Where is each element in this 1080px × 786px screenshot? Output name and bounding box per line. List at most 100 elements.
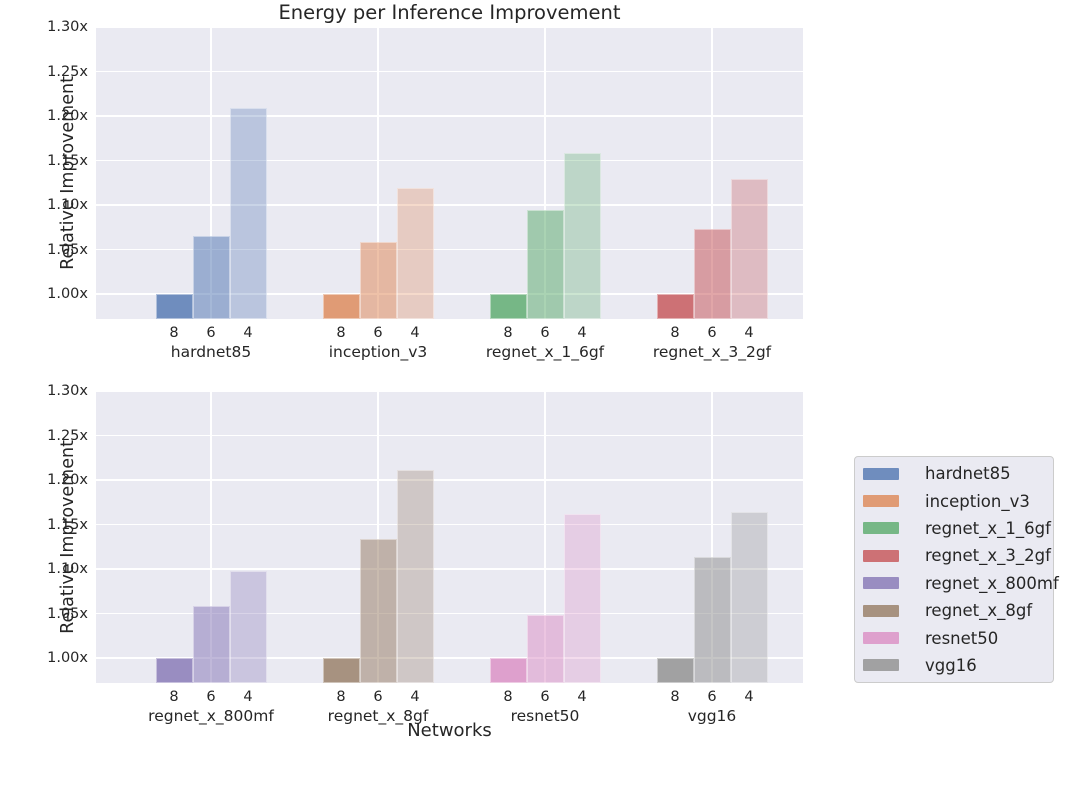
bar-regnet_x_8gf-4bit [396,470,434,683]
bar-regnet_x_8gf-6bit [359,538,397,683]
legend-swatch-icon [863,467,899,480]
x-tick-label: 4 [577,689,587,705]
bar-regnet_x_1_6gf-8bit [489,294,527,319]
x-tick-label: 8 [670,325,680,341]
bar-regnet_x_800mf-4bit [229,570,267,683]
legend-label: hardnet85 [925,464,1011,484]
gridline-horizontal [96,523,803,526]
legend-swatch-icon [863,495,899,508]
x-tick-label: 6 [206,689,216,705]
gridline-horizontal [96,657,803,659]
gridline-vertical [377,391,379,683]
network-label: regnet_x_8gf [327,707,429,725]
y-tick-label: 1.10x [47,197,88,214]
legend-swatch-icon [863,632,899,645]
subplot-bottom-axes [96,390,803,683]
bar-regnet_x_800mf-6bit [192,606,230,683]
gridline-horizontal [96,479,803,481]
y-tick-label: 1.30x [47,19,88,35]
gridline-horizontal [96,248,803,251]
x-tick-label: 6 [540,325,550,341]
legend-swatch-icon [863,549,899,562]
network-label: regnet_x_800mf [148,707,274,725]
legend-swatch-icon [863,604,899,617]
bar-inception_v3-8bit [322,294,360,319]
x-tick-label: 6 [206,325,216,341]
y-tick-label: 1.25x [47,63,88,80]
bar-resnet50-8bit [489,658,527,683]
bar-hardnet85-8bit [155,294,193,319]
y-tick-label: 1.00x [47,650,88,667]
y-tick-label: 1.15x [47,516,88,533]
network-label: hardnet85 [170,343,252,361]
x-tick-label: 8 [670,689,680,705]
x-tick-label: 4 [243,689,253,705]
chart-title: Energy per Inference Improvement [278,1,621,24]
legend-label: resnet50 [925,628,999,648]
network-label: inception_v3 [328,343,428,361]
legend-item: inception_v3 [855,487,1053,514]
y-axis-label: Relative Improvement [58,76,78,270]
legend-swatch-icon [863,577,899,590]
y-tick-label: 1.10x [47,561,88,578]
x-tick-label: 8 [503,325,513,341]
gridline-vertical [711,27,713,319]
legend-swatch-icon [863,659,899,672]
bar-regnet_x_1_6gf-4bit [563,152,601,319]
gridline-horizontal [96,568,803,570]
bar-regnet_x_1_6gf-6bit [526,210,564,319]
bar-regnet_x_3_2gf-4bit [730,179,768,319]
y-tick-label: 1.30x [47,383,88,399]
bar-vgg16-8bit [656,658,694,683]
bar-inception_v3-4bit [396,188,434,319]
x-tick-label: 6 [373,325,383,341]
legend-label: regnet_x_3_2gf [925,546,1051,566]
gridline-horizontal [96,204,803,206]
subplot-top-axes [96,26,803,319]
legend-item: resnet50 [855,624,1053,651]
bar-inception_v3-6bit [359,242,397,319]
gridline-vertical [544,27,546,319]
bar-vgg16-4bit [730,512,768,683]
gridline-vertical [544,391,546,683]
x-tick-label: 6 [707,325,717,341]
x-tick-label: 4 [744,689,754,705]
legend-item: regnet_x_1_6gf [855,515,1053,542]
legend-item: regnet_x_800mf [855,570,1059,597]
x-tick-label: 8 [169,689,179,705]
bar-regnet_x_8gf-8bit [322,658,360,683]
bar-hardnet85-6bit [192,236,230,319]
gridline-vertical [377,27,379,319]
legend-label: regnet_x_800mf [925,573,1059,593]
y-axis-label: Relative Improvement [58,440,78,634]
gridline-vertical [711,391,713,683]
legend-item: regnet_x_3_2gf [855,542,1053,569]
gridline-horizontal [96,293,803,295]
legend-label: vgg16 [925,655,977,675]
x-axis-label: Networks [407,720,492,741]
gridline-vertical [210,391,212,683]
x-tick-label: 4 [744,325,754,341]
x-tick-label: 8 [169,325,179,341]
y-tick-label: 1.20x [47,108,88,125]
y-tick-label: 1.20x [47,472,88,489]
legend-swatch-icon [863,522,899,535]
gridline-horizontal [96,159,803,162]
x-tick-label: 4 [410,325,420,341]
bar-resnet50-6bit [526,615,564,683]
y-tick-label: 1.25x [47,427,88,444]
gridline-horizontal [96,26,803,28]
gridline-horizontal [96,115,803,117]
network-label: regnet_x_3_2gf [652,343,772,361]
y-tick-label: 1.00x [47,286,88,303]
gridline-horizontal [96,70,803,73]
gridline-vertical [210,27,212,319]
legend-item: vgg16 [855,652,1053,679]
legend-label: inception_v3 [925,491,1030,511]
bar-hardnet85-4bit [229,108,267,319]
y-tick-label: 1.05x [47,605,88,622]
y-tick-label: 1.05x [47,241,88,258]
gridline-horizontal [96,612,803,615]
